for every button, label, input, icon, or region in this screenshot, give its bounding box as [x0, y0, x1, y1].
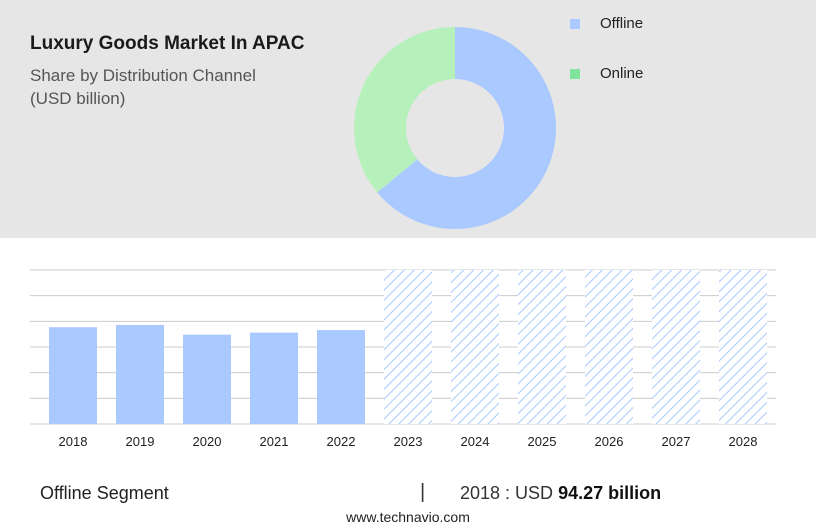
footer-value-line: 2018 : USD 94.27 billion	[460, 483, 661, 504]
bar-2021[interactable]	[250, 332, 298, 424]
donut-slice-online[interactable]	[353, 27, 455, 193]
footer-value: 94.27 billion	[558, 483, 662, 503]
bar-2020[interactable]	[183, 334, 231, 424]
x-tick-label-2026: 2026	[595, 434, 624, 449]
x-tick-label-2022: 2022	[327, 434, 356, 449]
forecast-bar-2028[interactable]	[719, 270, 767, 424]
forecast-bar-2024[interactable]	[451, 270, 499, 424]
forecast-bar-2027[interactable]	[652, 270, 700, 424]
chart-subtitle: Share by Distribution Channel (USD billi…	[30, 64, 330, 110]
legend-label-offline: Offline	[600, 15, 644, 32]
bar-chart: 2018 2019 2020 2021 2022 2023 2024 2025 2026 2027…	[30, 269, 776, 449]
legend-swatch-online	[570, 69, 580, 79]
footer-segment: Offline Segment	[40, 483, 169, 503]
legend-label-online: Online	[600, 65, 644, 82]
x-tick-label-2021: 2021	[260, 434, 289, 449]
footer-separator: |	[420, 481, 426, 503]
x-tick-label-2019: 2019	[126, 434, 155, 449]
subtitle-line-1: Share by Distribution Channel	[30, 66, 256, 85]
subtitle-line-2: (USD billion)	[30, 89, 126, 108]
x-tick-label-2018: 2018	[59, 434, 88, 449]
footer-website[interactable]: www.technavio.com	[346, 509, 470, 525]
x-tick-label-2027: 2027	[662, 434, 691, 449]
forecast-bar-2026[interactable]	[585, 270, 633, 424]
bar-2018[interactable]	[49, 327, 97, 424]
x-tick-label-2023: 2023	[394, 434, 423, 449]
donut-slice-offline[interactable]	[377, 27, 556, 230]
chart-title: Luxury Goods Market In APAC	[30, 33, 305, 54]
x-tick-label-2028: 2028	[729, 434, 758, 449]
legend-swatch-offline	[570, 19, 580, 29]
bar-2019[interactable]	[116, 324, 164, 424]
forecast-bar-2025[interactable]	[518, 270, 566, 424]
footer-year-label: 2018 : USD	[460, 483, 559, 503]
bar-2022[interactable]	[317, 330, 365, 424]
x-tick-label-2025: 2025	[528, 434, 557, 449]
x-tick-label-2020: 2020	[193, 434, 222, 449]
forecast-bar-2023[interactable]	[384, 270, 432, 424]
x-tick-label-2024: 2024	[461, 434, 490, 449]
donut-chart	[353, 27, 556, 230]
